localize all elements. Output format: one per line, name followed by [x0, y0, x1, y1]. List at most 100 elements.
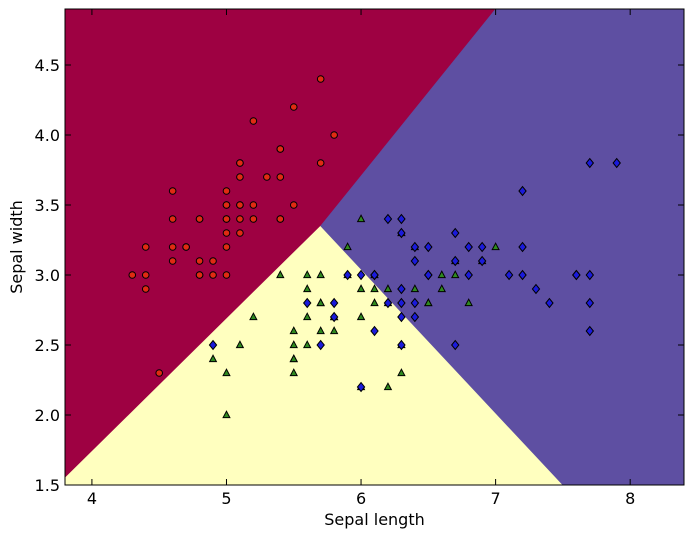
- data-point-class-1: [302, 270, 312, 279]
- data-point-class-0: [236, 215, 244, 223]
- data-point-class-2: [450, 339, 460, 351]
- data-point-class-1: [222, 368, 231, 377]
- data-point-class-0: [168, 215, 177, 223]
- y-tick-label: 3.0: [35, 266, 60, 285]
- x-tick-label: 6: [356, 489, 366, 508]
- data-point-class-2: [383, 213, 393, 225]
- data-point-class-1: [343, 242, 352, 251]
- data-point-class-0: [316, 75, 325, 83]
- data-point-class-0: [222, 201, 231, 209]
- data-point-class-2: [410, 311, 420, 323]
- data-point-class-0: [168, 187, 177, 195]
- data-point-class-0: [276, 145, 285, 153]
- data-point-class-0: [195, 215, 204, 223]
- data-point-class-1: [397, 368, 406, 377]
- data-point-class-1: [302, 312, 312, 321]
- data-point-class-1: [424, 298, 433, 307]
- data-point-class-0: [236, 229, 244, 237]
- data-point-class-0: [209, 257, 217, 265]
- data-point-class-2: [477, 255, 487, 267]
- data-point-class-1: [437, 284, 447, 293]
- data-point-class-2: [397, 227, 406, 239]
- data-point-class-2: [208, 339, 218, 351]
- data-point-class-0: [168, 243, 177, 251]
- data-point-class-2: [397, 311, 406, 323]
- x-tick-label: 7: [491, 489, 501, 508]
- x-axis-ticks: 4 5 6 7 8: [87, 9, 635, 508]
- x-tick-label: 4: [87, 489, 97, 508]
- y-tick-label: 1.5: [35, 476, 60, 495]
- data-point-class-0: [276, 215, 285, 223]
- data-point-class-0: [141, 243, 150, 251]
- data-point-class-2: [450, 255, 460, 267]
- data-point-class-2: [410, 255, 420, 267]
- data-point-class-1: [356, 312, 366, 321]
- y-tick-label: 3.5: [35, 196, 60, 215]
- data-point-class-0: [222, 271, 231, 279]
- data-point-class-2: [397, 283, 406, 295]
- data-point-class-2: [424, 241, 433, 253]
- x-tick-label: 8: [625, 489, 635, 508]
- data-point-class-2: [410, 297, 420, 309]
- y-tick-label: 2.5: [35, 336, 60, 355]
- data-point-class-2: [518, 241, 527, 253]
- data-point-class-1: [491, 242, 500, 251]
- data-point-class-0: [236, 173, 244, 181]
- data-point-class-0: [141, 271, 150, 279]
- data-point-class-0: [316, 159, 325, 167]
- data-point-class-0: [249, 215, 258, 223]
- data-point-class-0: [289, 103, 298, 111]
- data-point-class-2: [343, 269, 352, 281]
- data-point-class-1: [437, 270, 447, 279]
- data-point-class-1: [289, 326, 298, 335]
- data-point-class-2: [356, 381, 366, 393]
- data-point-class-1: [289, 368, 298, 377]
- data-point-class-1: [383, 382, 393, 391]
- data-point-class-1: [329, 326, 339, 335]
- data-point-class-1: [316, 298, 325, 307]
- data-point-class-1: [316, 326, 325, 335]
- data-point-class-0: [249, 117, 258, 125]
- data-point-class-1: [383, 284, 393, 293]
- data-point-class-2: [477, 241, 487, 253]
- decision-regions: [64, 8, 685, 486]
- y-axis-ticks: 1.5 2.0 2.5 3.0 3.5 4.0 4.5: [35, 56, 684, 495]
- data-point-class-0: [222, 229, 231, 237]
- data-point-class-1: [249, 312, 258, 321]
- data-point-class-0: [195, 257, 204, 265]
- data-point-class-2: [612, 157, 621, 169]
- data-point-class-2: [464, 269, 473, 281]
- data-point-class-0: [276, 173, 285, 181]
- data-point-class-1: [208, 354, 218, 363]
- data-point-class-0: [236, 201, 244, 209]
- data-point-class-0: [195, 271, 204, 279]
- data-point-class-2: [518, 269, 527, 281]
- x-tick-label: 5: [221, 489, 231, 508]
- data-point-class-1: [410, 284, 420, 293]
- data-point-class-1: [235, 340, 245, 349]
- data-point-class-1: [302, 284, 312, 293]
- data-point-class-2: [531, 283, 541, 295]
- data-point-class-0: [209, 271, 217, 279]
- data-point-class-0: [141, 285, 150, 293]
- data-point-class-0: [263, 173, 271, 181]
- data-point-class-1: [276, 270, 285, 279]
- y-tick-label: 4.0: [35, 126, 60, 145]
- y-tick-label: 4.5: [35, 56, 60, 75]
- data-point-class-0: [128, 271, 137, 279]
- data-point-class-2: [383, 297, 393, 309]
- data-point-class-0: [168, 257, 177, 265]
- data-point-class-2: [450, 227, 460, 239]
- data-point-class-2: [518, 185, 527, 197]
- data-point-class-2: [410, 241, 420, 253]
- data-point-class-2: [397, 297, 406, 309]
- data-point-class-2: [504, 269, 514, 281]
- y-tick-label: 2.0: [35, 406, 60, 425]
- data-point-class-1: [356, 284, 366, 293]
- data-point-class-2: [316, 339, 325, 351]
- data-point-class-2: [585, 269, 595, 281]
- plot-frame: [64, 8, 685, 486]
- data-point-class-2: [572, 269, 581, 281]
- data-point-class-2: [370, 269, 379, 281]
